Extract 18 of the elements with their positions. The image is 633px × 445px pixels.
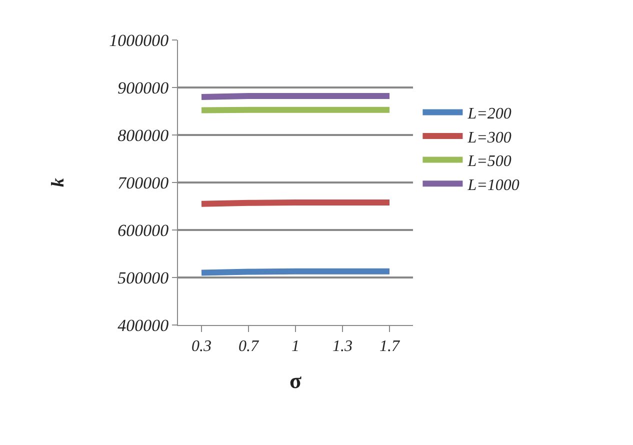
y-tick-label: 400000 [118, 316, 170, 335]
legend-label: L=1000 [466, 176, 520, 194]
y-tick-label: 800000 [118, 126, 170, 145]
legend-label: L=200 [466, 105, 512, 122]
x-axis-title: σ [290, 368, 302, 394]
y-axis-title: k [47, 178, 68, 187]
x-tick-label: 1.7 [380, 338, 400, 356]
x-tick-label: 1.3 [332, 338, 352, 356]
y-tick-label: 1000000 [109, 30, 170, 50]
y-tick-label: 600000 [118, 220, 170, 240]
y-tick-label: 700000 [118, 173, 170, 192]
x-tick-label: 0.7 [238, 338, 260, 356]
y-tick-label: 500000 [118, 268, 170, 288]
x-tick-label: 1 [292, 338, 300, 356]
x-tick-label: 0.3 [192, 338, 212, 356]
y-tick-label: 900000 [118, 78, 170, 98]
legend-label: L=300 [466, 129, 512, 146]
legend-label: L=500 [466, 153, 512, 170]
